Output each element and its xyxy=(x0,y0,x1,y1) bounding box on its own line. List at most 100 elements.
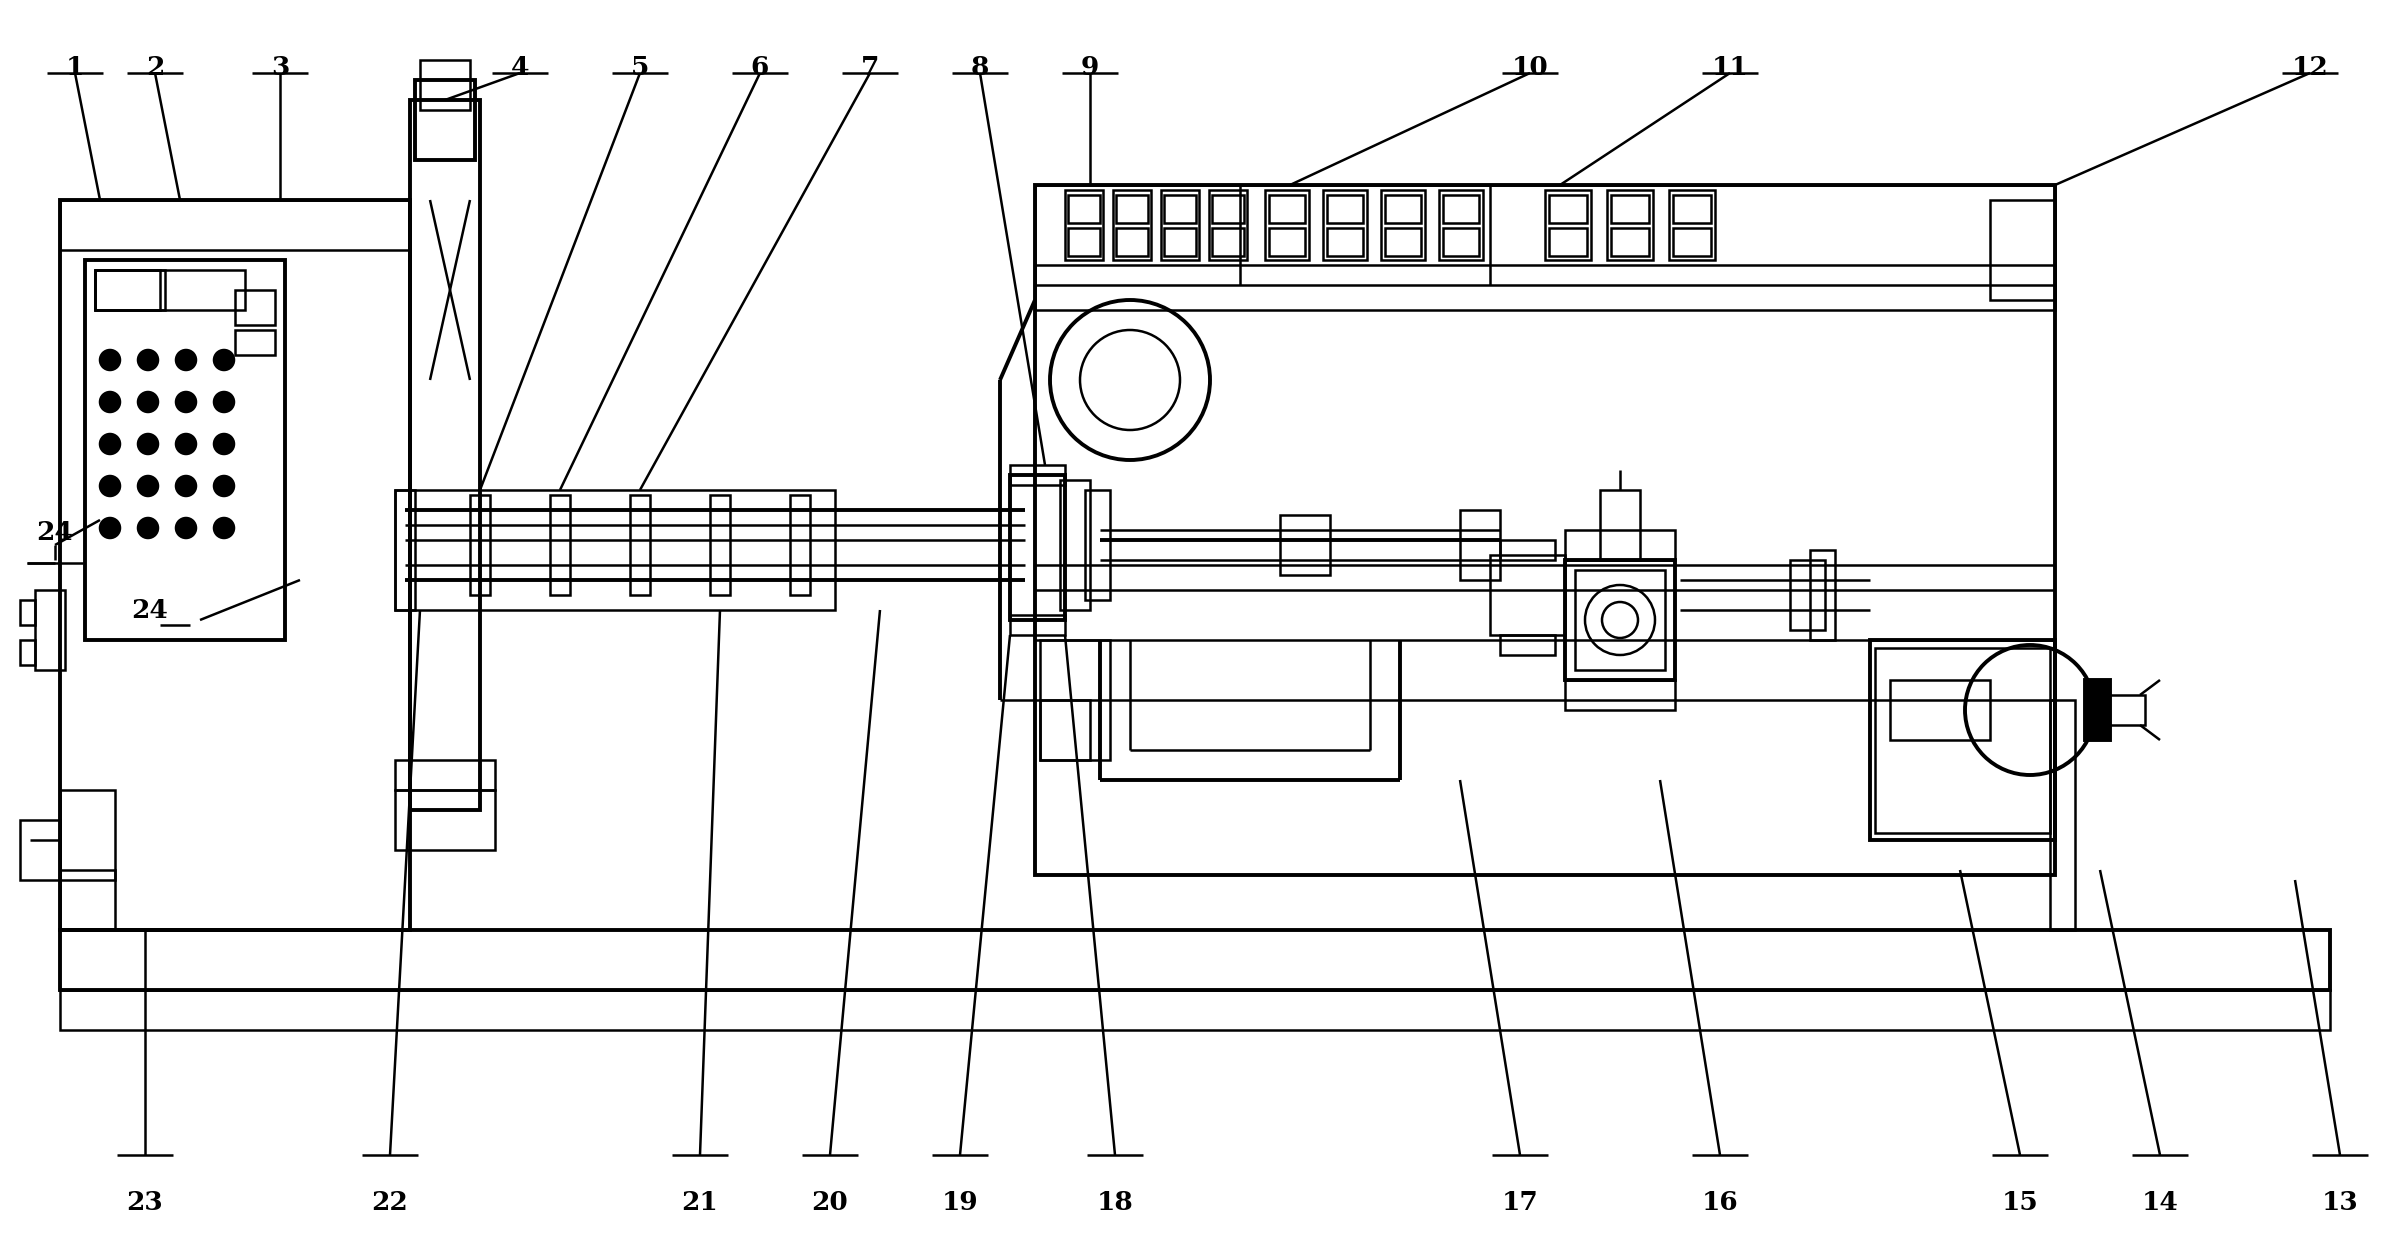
Bar xyxy=(19,640,36,665)
Bar xyxy=(1384,228,1422,256)
Text: 24: 24 xyxy=(131,598,167,623)
Bar xyxy=(1444,228,1479,256)
Text: 1: 1 xyxy=(67,54,84,80)
Circle shape xyxy=(100,517,120,539)
Bar xyxy=(550,495,569,595)
Bar xyxy=(394,490,834,610)
Bar xyxy=(1381,189,1424,260)
Text: 14: 14 xyxy=(2141,1190,2177,1214)
Circle shape xyxy=(139,435,158,454)
Bar xyxy=(1565,560,1675,680)
Text: 3: 3 xyxy=(270,54,289,80)
Bar xyxy=(1209,189,1248,260)
Bar xyxy=(1869,640,2055,841)
Bar xyxy=(1501,635,1556,655)
Bar xyxy=(1040,699,1090,760)
Circle shape xyxy=(139,517,158,539)
Circle shape xyxy=(215,435,234,454)
Bar xyxy=(1444,196,1479,223)
Circle shape xyxy=(100,435,120,454)
Bar xyxy=(1565,680,1675,711)
Bar xyxy=(791,495,810,595)
Text: 23: 23 xyxy=(127,1190,163,1214)
Bar xyxy=(1606,189,1654,260)
Text: 10: 10 xyxy=(1510,54,1549,80)
Text: 18: 18 xyxy=(1097,1190,1133,1214)
Bar xyxy=(60,201,411,250)
Bar xyxy=(86,260,284,640)
Bar xyxy=(96,270,165,310)
Text: 11: 11 xyxy=(1711,54,1749,80)
Bar xyxy=(1011,475,1066,620)
Text: 12: 12 xyxy=(2292,54,2328,80)
Bar xyxy=(1876,647,2051,833)
Bar xyxy=(1212,196,1245,223)
Bar xyxy=(1324,189,1367,260)
Bar xyxy=(411,100,480,810)
Bar xyxy=(234,331,275,355)
Bar xyxy=(1066,189,1104,260)
Circle shape xyxy=(100,392,120,412)
Text: 5: 5 xyxy=(631,54,650,80)
Bar xyxy=(1162,189,1200,260)
Text: 22: 22 xyxy=(370,1190,409,1214)
Text: 6: 6 xyxy=(750,54,770,80)
Bar xyxy=(1384,196,1422,223)
Text: 15: 15 xyxy=(2000,1190,2039,1214)
Bar xyxy=(1264,189,1310,260)
Text: 24: 24 xyxy=(36,520,74,545)
Bar xyxy=(1011,465,1066,485)
Bar xyxy=(60,930,2330,990)
Bar xyxy=(1035,265,2055,310)
Bar xyxy=(1116,228,1147,256)
Bar xyxy=(394,760,495,790)
Bar xyxy=(1212,228,1245,256)
Bar xyxy=(1068,196,1099,223)
Text: 9: 9 xyxy=(1080,54,1099,80)
Circle shape xyxy=(139,350,158,370)
Bar xyxy=(1890,680,1991,740)
Circle shape xyxy=(177,350,196,370)
Bar xyxy=(1673,228,1711,256)
Bar xyxy=(421,59,471,110)
Bar xyxy=(1035,184,2055,285)
Bar xyxy=(1061,480,1090,610)
Text: 2: 2 xyxy=(146,54,165,80)
Bar xyxy=(1809,550,1836,640)
Bar xyxy=(1011,615,1066,635)
Bar xyxy=(1116,196,1147,223)
Bar xyxy=(1035,184,2055,875)
Bar xyxy=(1489,555,1565,635)
Text: 7: 7 xyxy=(860,54,880,80)
Bar xyxy=(1611,196,1649,223)
Circle shape xyxy=(215,517,234,539)
Bar xyxy=(60,790,115,880)
Bar xyxy=(2084,680,2110,740)
Bar xyxy=(710,495,729,595)
Bar xyxy=(416,80,476,160)
Bar xyxy=(1040,640,1109,760)
Bar xyxy=(1611,228,1649,256)
Bar xyxy=(60,990,2330,1030)
Bar xyxy=(1599,490,1640,560)
Bar xyxy=(1790,560,1826,630)
Bar xyxy=(2051,699,2075,930)
Circle shape xyxy=(139,392,158,412)
Circle shape xyxy=(177,435,196,454)
Bar xyxy=(1549,196,1587,223)
Bar xyxy=(36,591,65,670)
Circle shape xyxy=(139,475,158,496)
Circle shape xyxy=(100,350,120,370)
Text: 16: 16 xyxy=(1702,1190,1738,1214)
Text: 4: 4 xyxy=(511,54,528,80)
Text: 8: 8 xyxy=(970,54,989,80)
Bar xyxy=(1281,515,1329,574)
Circle shape xyxy=(215,475,234,496)
Bar xyxy=(1501,540,1556,560)
Text: 19: 19 xyxy=(942,1190,978,1214)
Bar xyxy=(1460,510,1501,579)
Bar xyxy=(2106,695,2144,725)
Bar xyxy=(96,270,160,310)
Bar xyxy=(394,490,416,610)
Bar xyxy=(1164,196,1195,223)
